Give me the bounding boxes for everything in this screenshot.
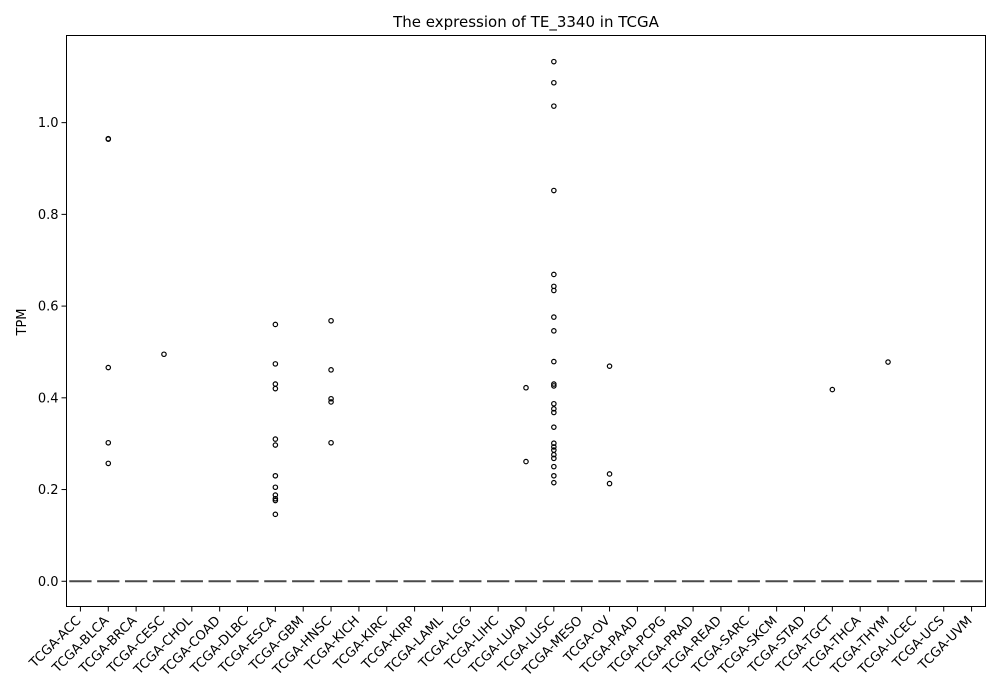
outlier-point [551, 271, 557, 278]
outlier-point [829, 386, 836, 393]
outlier-point [551, 463, 557, 470]
y-axis-label: TPM [15, 309, 30, 337]
outlier-point [551, 103, 557, 109]
outlier-point [551, 400, 557, 407]
outlier-point [272, 321, 279, 328]
outlier-point [272, 511, 279, 518]
outlier-point [105, 364, 112, 371]
outlier-point [606, 471, 613, 477]
outlier-point [606, 363, 613, 369]
outlier-point [272, 497, 279, 504]
outlier-point [551, 314, 557, 320]
outlier-point [161, 351, 167, 358]
outlier-point [272, 495, 279, 502]
y-tick-label: 0.0 [38, 575, 59, 590]
outlier-point [272, 492, 279, 498]
outlier-point [551, 79, 557, 86]
outlier-point [551, 328, 557, 334]
outlier-point [272, 361, 279, 367]
outlier-point [551, 472, 557, 479]
outlier-point [328, 367, 334, 373]
outlier-point [551, 406, 557, 412]
outlier-point [551, 187, 557, 194]
outlier-point [328, 395, 334, 402]
outlier-point [551, 58, 557, 65]
outlier-point [105, 136, 112, 142]
outlier-point [885, 359, 891, 365]
y-tick-label: 0.8 [38, 208, 59, 223]
y-tick-label: 0.4 [38, 391, 59, 406]
outlier-point [551, 451, 557, 458]
outlier-point [272, 436, 279, 442]
outlier-point [328, 317, 334, 324]
outlier-point [551, 440, 557, 447]
outlier-point [328, 399, 334, 405]
outlier-point [551, 383, 557, 389]
outlier-point [551, 409, 557, 416]
y-tick-label: 1.0 [38, 116, 59, 131]
outlier-point [551, 358, 557, 365]
y-tick-label: 0.2 [38, 483, 59, 498]
outlier-point [105, 439, 112, 446]
outlier-point [105, 460, 112, 467]
outlier-point [551, 424, 557, 430]
outlier-point [272, 442, 279, 448]
outlier-point [551, 381, 557, 387]
outlier-point [523, 384, 529, 391]
outlier-point [551, 455, 557, 462]
outlier-point [551, 444, 557, 450]
outlier-point [551, 287, 557, 294]
outlier-point [523, 458, 529, 465]
outlier-point [328, 439, 334, 446]
outlier-point [272, 385, 279, 392]
chart-title: The expression of TE_3340 in TCGA [392, 13, 659, 32]
outlier-point [272, 484, 279, 491]
outlier-point [272, 381, 279, 387]
plot-area: 0.00.20.40.60.81.0TCGA-ACCTCGA-BLCATCGA-… [26, 58, 983, 680]
outlier-point [551, 479, 557, 486]
outlier-point [606, 480, 613, 487]
plot-frame [66, 35, 986, 607]
y-tick-label: 0.6 [38, 300, 59, 315]
outlier-point [272, 472, 279, 479]
